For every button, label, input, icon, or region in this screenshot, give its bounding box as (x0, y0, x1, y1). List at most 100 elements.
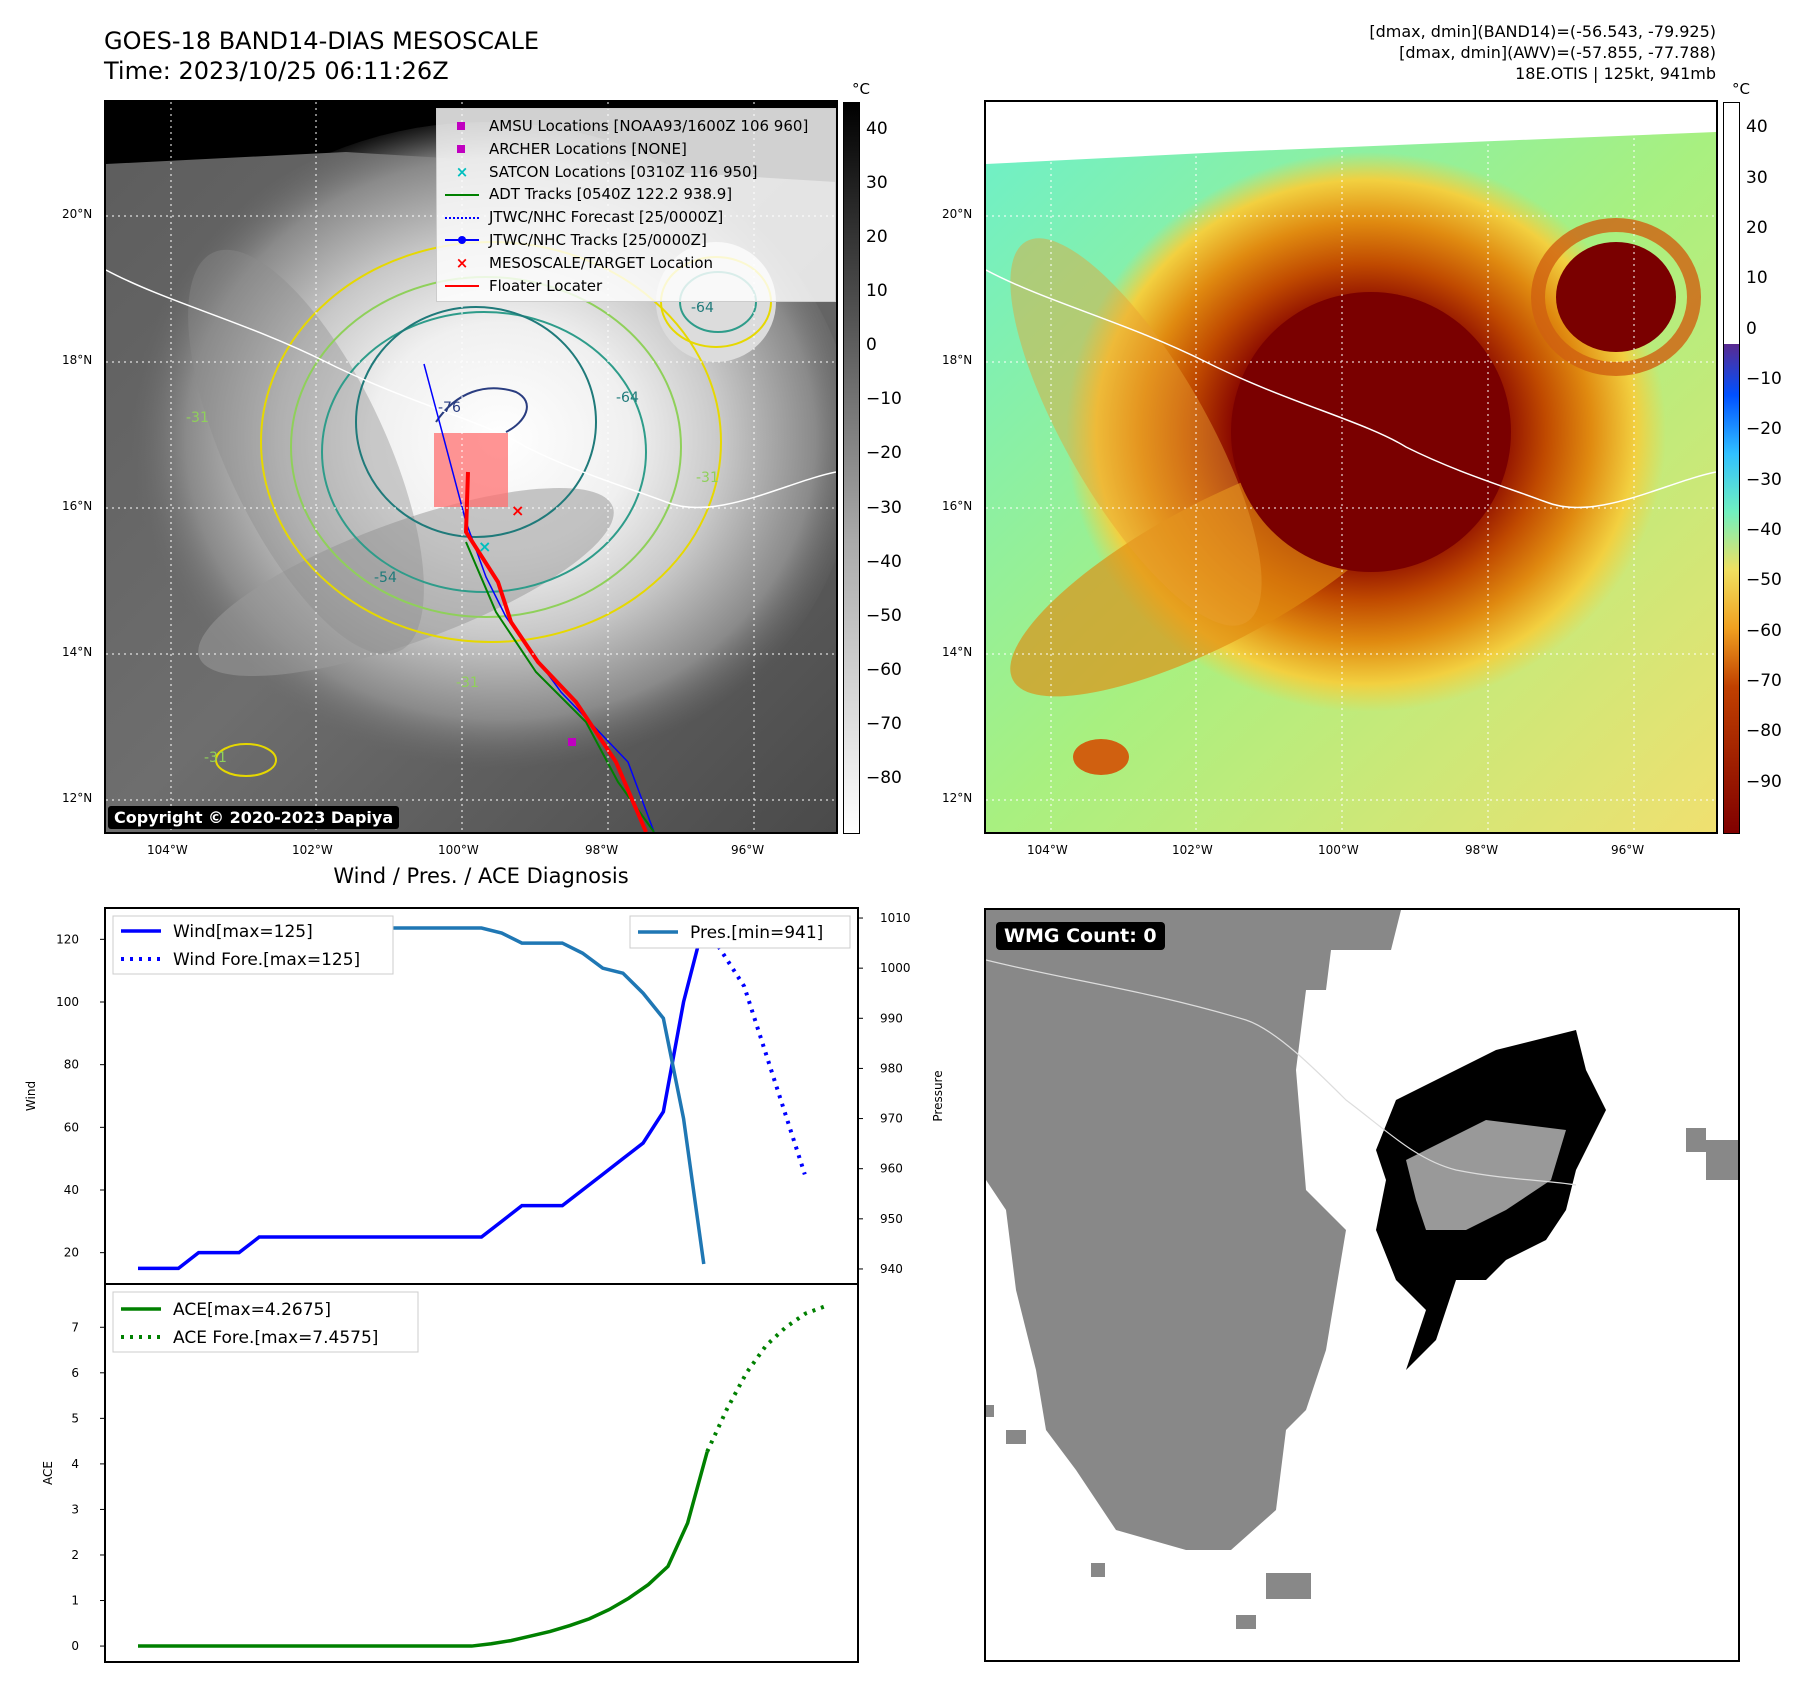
contour-label: -31 (204, 750, 227, 766)
wmg-count-badge: WMG Count: 0 (996, 922, 1165, 950)
y-tick-label: 4 (71, 1457, 79, 1471)
y2-tick-label: 1010 (880, 911, 911, 925)
colorbar-tick: 30 (1746, 167, 1768, 188)
colorbar-tick: 10 (1746, 268, 1768, 289)
legend-ace-forecast: ACE Fore.[max=7.4575] (173, 1328, 378, 1348)
contour-label: -31 (696, 470, 719, 486)
y2-tick-label: 980 (880, 1061, 903, 1075)
colorbar-tick: −80 (866, 767, 902, 788)
colorbar-tick: −60 (1746, 620, 1782, 641)
colorbar-tick: −70 (866, 713, 902, 734)
legend-satcon: × SATCON Locations [0310Z 116 950] (455, 162, 758, 181)
series-ace-forecast (705, 1304, 826, 1453)
colorbar-tick: 20 (866, 227, 888, 248)
copyright-badge: Copyright © 2020-2023 Dapiya (108, 806, 400, 829)
colorbar-tick: 40 (866, 119, 888, 140)
band14-map-panel: -76 -64 -54 -64 -31 -31 -31 -31 × × AMSU… (104, 100, 838, 834)
colorbar-tick: −30 (1746, 469, 1782, 490)
y-tick-label: 2 (71, 1548, 79, 1562)
awv-imagery (986, 102, 1716, 832)
colorbar-right (1723, 102, 1740, 834)
wind-legend (112, 915, 394, 975)
amsu-marker (568, 738, 576, 746)
colorbar-tick: 40 (1746, 117, 1768, 138)
diag-storm-info: 18E.OTIS | 125kt, 941mb (1515, 64, 1716, 83)
y2-tick-label: 950 (880, 1212, 903, 1226)
legend-target: × MESOSCALE/TARGET Location (455, 253, 714, 273)
lon-label: 104°W (147, 843, 188, 857)
legend-amsu: AMSU Locations [NOAA93/1600Z 106 960] (445, 115, 827, 138)
colorbar-tick: −50 (866, 605, 902, 626)
colorbar-tick: −10 (866, 389, 902, 410)
colorbar-tick: −30 (866, 497, 902, 518)
colorbar-tick: −80 (1746, 721, 1782, 742)
diag-band14: [dmax, dmin](BAND14)=(-56.543, -79.925) (1369, 22, 1716, 41)
y-tick-label: 100 (56, 995, 79, 1009)
contour-label: -64 (616, 390, 639, 406)
ace-chart: 0 1 2 3 4 5 6 7 ACE ACE[max=4.2675] ACE Fore.[max=… (41, 1283, 859, 1663)
y-tick-label: 1 (71, 1594, 79, 1608)
lat-label: 18°N (62, 353, 93, 367)
ace-axis-label: ACE (41, 1461, 55, 1485)
legend-forecast: JTWC/NHC Forecast [25/0000Z] (445, 206, 827, 229)
colorbar-tick: −40 (1746, 519, 1782, 540)
series-wind-forecast (702, 922, 807, 1175)
wind-pressure-chart: 20 40 60 80 100 120 940 950 960 970 980 990 1000 1010… (24, 907, 945, 1285)
wmg-panel: WMG Count: 0 (984, 908, 1740, 1662)
lon-label: 96°W (731, 843, 765, 857)
wind-axis-label: Wind (24, 1081, 38, 1111)
legend-ace: ACE[max=4.2675] (173, 1300, 331, 1320)
lon-label: 104°W (1027, 843, 1068, 857)
pressure-axis-label: Pressure (931, 1070, 945, 1121)
lon-label: 100°W (438, 843, 479, 857)
colorbar-tick: −40 (866, 551, 902, 572)
satcon-marker: × (478, 537, 491, 556)
legend-floater: Floater Locater (445, 275, 827, 298)
colorbar-left (843, 102, 860, 834)
lat-label: 12°N (62, 791, 93, 805)
awv-map-panel (984, 100, 1718, 834)
legend-archer: ARCHER Locations [NONE] (445, 138, 827, 161)
y-tick-label: 20 (64, 1246, 79, 1260)
diagnosis-title: Wind / Pres. / ACE Diagnosis (333, 864, 629, 888)
contour-label: -76 (438, 400, 461, 416)
y2-tick-label: 940 (880, 1262, 903, 1276)
lat-label: 12°N (942, 791, 973, 805)
colorbar-tick: 0 (866, 335, 877, 356)
ace-legend (112, 1291, 419, 1353)
y-tick-label: 0 (71, 1639, 79, 1653)
y-tick-label: 3 (71, 1502, 79, 1516)
lon-label: 102°W (292, 843, 333, 857)
y2-tick-label: 1000 (880, 961, 911, 975)
legend-wind-forecast: Wind Fore.[max=125] (173, 950, 360, 970)
colorbar-tick: −10 (1746, 368, 1782, 389)
lat-label: 20°N (62, 207, 93, 221)
colorbar-tick: 0 (1746, 318, 1757, 339)
legend-pressure: Pres.[min=941] (690, 923, 823, 943)
colorbar-tick: 10 (866, 281, 888, 302)
y-tick-label: 6 (71, 1366, 79, 1380)
legend-tracks: JTWC/NHC Tracks [25/0000Z] (445, 229, 827, 252)
lat-label: 14°N (942, 645, 973, 659)
lon-label: 102°W (1172, 843, 1213, 857)
lat-label: 20°N (942, 207, 973, 221)
colorbar-unit-left: °C (852, 80, 870, 98)
wmg-imagery (986, 910, 1738, 1629)
y-tick-label: 60 (64, 1120, 79, 1134)
colorbar-tick: −20 (1746, 419, 1782, 440)
colorbar-tick: −50 (1746, 570, 1782, 591)
colorbar-tick: −60 (866, 659, 902, 680)
contour-label: -64 (691, 300, 714, 316)
lat-label: 16°N (942, 499, 973, 513)
contour-label: -31 (456, 675, 479, 691)
lon-label: 98°W (585, 843, 619, 857)
colorbar-tick: −90 (1746, 771, 1782, 792)
legend-wind: Wind[max=125] (173, 922, 313, 942)
diag-awv: [dmax, dmin](AWV)=(-57.855, -77.788) (1399, 43, 1716, 62)
y2-tick-label: 990 (880, 1011, 903, 1025)
y2-tick-label: 970 (880, 1112, 903, 1126)
y-tick-label: 7 (71, 1320, 79, 1334)
contour-label: -54 (374, 570, 397, 586)
figure-title: GOES-18 BAND14-DIAS MESOSCALE (104, 27, 540, 55)
colorbar-tick: 20 (1746, 217, 1768, 238)
